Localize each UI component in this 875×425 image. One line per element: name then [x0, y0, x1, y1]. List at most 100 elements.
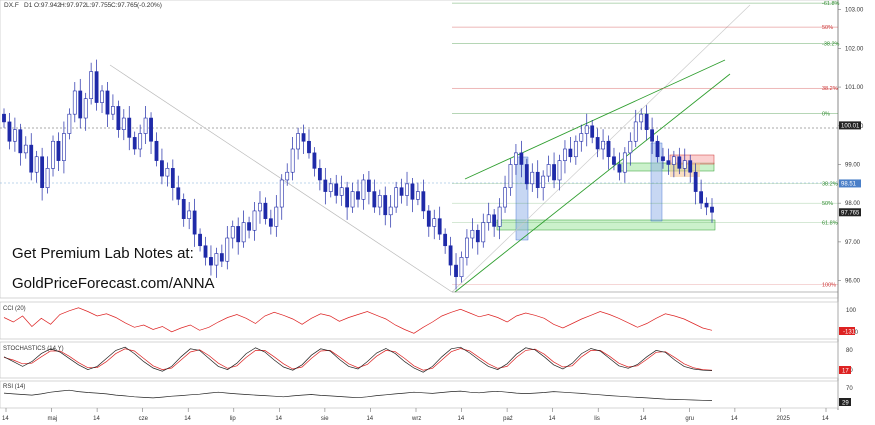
candle-bull — [290, 148, 295, 173]
candle-bear — [688, 160, 693, 173]
candle-bull — [394, 187, 399, 208]
candle-bear — [644, 113, 649, 130]
rsi-value-tag — [839, 398, 851, 406]
time-tick-label: 14 — [366, 416, 373, 422]
fib-level-label: 38.2% — [822, 86, 838, 92]
rsi-axis-top: 70 — [846, 386, 853, 392]
stoch-signal-line — [3, 348, 713, 371]
candle-bear — [236, 226, 241, 243]
candle-bear — [454, 264, 458, 278]
candle-bull — [111, 106, 115, 115]
candle-bull — [34, 156, 39, 173]
header-high: H:97.972 — [60, 2, 87, 9]
cci-line — [3, 307, 713, 334]
candle-bear — [710, 206, 714, 213]
time-tick-label: maj — [48, 416, 58, 422]
fib-level-label: 50% — [822, 201, 833, 207]
fib-diagonal — [109, 64, 453, 293]
price-marker-label: 100.01 — [841, 123, 860, 129]
candle-bull — [296, 133, 300, 150]
candle-bear — [198, 233, 202, 247]
candle-bear — [219, 253, 224, 262]
candle-bull — [633, 121, 638, 142]
candle-bear — [704, 202, 709, 208]
candle-bull — [121, 117, 126, 130]
candle-bear — [443, 233, 448, 247]
header-close: C:97.765 — [111, 2, 138, 9]
price-tick-label: 97.00 — [845, 240, 861, 246]
candle-bear — [410, 183, 415, 200]
candle-bear — [116, 106, 121, 130]
candle-bear — [334, 183, 339, 196]
candle-bull — [23, 144, 28, 154]
candle-bull — [573, 140, 578, 158]
candle-bear — [268, 218, 273, 227]
candle-bear — [2, 113, 6, 123]
candle-bear — [247, 222, 251, 231]
candle-bull — [230, 226, 235, 239]
candle-bull — [279, 179, 284, 208]
candle-bull — [45, 168, 50, 189]
candle-bear — [590, 125, 595, 138]
candle-bull — [285, 171, 290, 181]
candle-bear — [301, 133, 306, 142]
price-tick-label: 102.00 — [845, 46, 864, 52]
candle-bear — [421, 191, 426, 212]
header-change: (-0.20%) — [137, 2, 162, 9]
candle-bull — [12, 129, 17, 142]
candle-bull — [67, 113, 72, 134]
header-open: O:97.942 — [34, 2, 61, 9]
candle-bull — [143, 117, 148, 134]
candle-bear — [655, 140, 660, 158]
candle-bear — [568, 148, 573, 158]
candle-bull — [514, 152, 518, 165]
candle-bull — [584, 125, 589, 134]
candle-bull — [51, 140, 55, 169]
price-axis: 103.00102.00101.00100.0099.0098.0097.009… — [838, 8, 864, 285]
candlesticks — [2, 59, 714, 290]
fib-level-label: 38.2% — [822, 181, 838, 187]
time-tick-label: wrz — [411, 416, 421, 422]
chart-header: DX.F D1 O:97.942 H:97.972 L:97.755 C:97.… — [4, 2, 162, 9]
candle-bull — [432, 218, 437, 227]
time-tick-label: paź — [503, 416, 513, 422]
rsi-frame — [0, 380, 839, 409]
candle-bull — [465, 237, 469, 258]
candle-bull — [100, 90, 104, 103]
candle-bull — [187, 210, 192, 219]
candle-bull — [241, 222, 246, 243]
time-tick-label: 14 — [275, 416, 282, 422]
candle-bear — [317, 168, 322, 181]
candle-bull — [350, 191, 355, 208]
price-marker-tag — [839, 208, 861, 217]
candle-bear — [661, 156, 665, 161]
candle-bear — [399, 187, 404, 196]
candle-bear — [263, 202, 268, 219]
candle-bull — [530, 171, 535, 185]
fib-level-label: 0% — [822, 111, 830, 117]
candle-bear — [650, 129, 654, 142]
candle-bear — [426, 210, 431, 227]
time-tick-label: gru — [685, 416, 694, 422]
candle-bull — [563, 148, 567, 161]
price-marker-label: 97.765 — [841, 210, 860, 216]
fib-level-label: -61.8% — [822, 1, 840, 7]
candle-bull — [328, 183, 333, 192]
fib-level-label: 100% — [822, 282, 836, 288]
fib-levels: -61.8% 50% -38.2% 38.2% 0% 38.2% 50% 61.8% 100% — [452, 1, 840, 288]
candle-bear — [475, 229, 480, 243]
candle-bear — [312, 152, 317, 169]
candle-bull — [252, 210, 257, 231]
candle-bull — [258, 202, 262, 212]
candle-bear — [524, 164, 529, 185]
candle-bear — [94, 71, 99, 103]
price-tick-label: 99.00 — [845, 162, 861, 168]
candle-bull — [508, 164, 513, 189]
promo-link[interactable]: GoldPriceForecast.com/ANNA — [12, 275, 215, 292]
promo-line-1: Get Premium Lab Notes at: — [12, 245, 194, 262]
cci-value: -131 — [843, 330, 856, 336]
candle-bear — [492, 214, 497, 227]
time-tick-label: cze — [139, 416, 149, 422]
candle-bear — [18, 129, 23, 154]
candle-bull — [601, 140, 605, 150]
